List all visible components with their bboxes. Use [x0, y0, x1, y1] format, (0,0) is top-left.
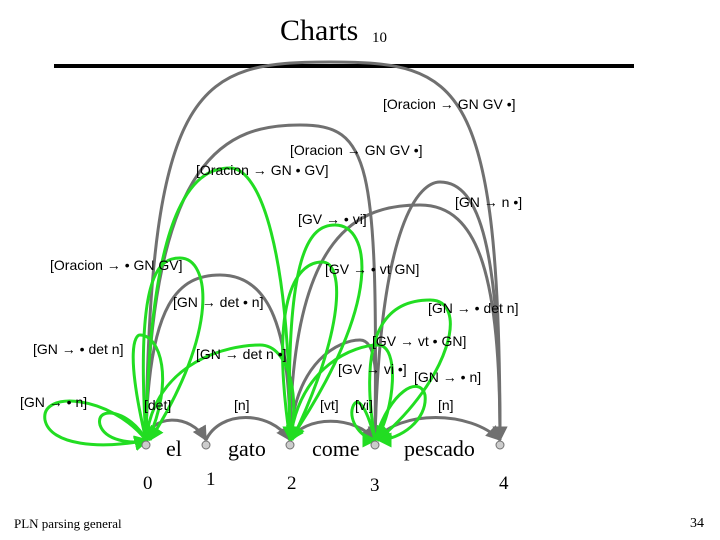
edge-label-gv-vi-dot: [GV → vi •]	[338, 361, 407, 377]
arc-gv-dot-vt-gn	[281, 260, 339, 442]
word-gato: gato	[228, 436, 266, 461]
arc-gn-dot-n-0b	[98, 411, 150, 451]
footer-page-number: 34	[690, 516, 704, 531]
arc-gv-vt-gn-complete	[288, 203, 508, 442]
arc-oracion-dot-gn-gv	[141, 256, 205, 442]
arc-gn-dot-det-n-3	[368, 298, 452, 442]
arc-gn-det-n-dot	[144, 343, 301, 442]
edge-label-det: [det]	[144, 397, 172, 413]
vertex-1	[201, 440, 211, 450]
position-0: 0	[143, 473, 153, 494]
vertex-4	[495, 440, 505, 450]
edge-label-oracion-dot-gv: [Oracion → GN • GV]	[196, 162, 329, 178]
title-divider	[54, 64, 634, 68]
position-2: 2	[287, 473, 297, 494]
footer-course-title: PLN parsing general	[14, 516, 122, 531]
arc-gv-vi-complete	[288, 338, 383, 442]
arc-gv-vt-dot-gn	[288, 343, 394, 442]
vertex-3	[370, 440, 380, 450]
edge-label-gn-det-dot-n: [GN → det • n]	[173, 294, 264, 310]
arc-gv-dot-vi	[287, 223, 364, 442]
edge-label-oracion-complete-inner: [Oracion → GN GV •]	[290, 142, 423, 158]
edge-label-gn-det-n-dot: [GN → det n •]	[196, 346, 287, 362]
edge-label-gv-vt-dot-gn: [GV → vt • GN]	[372, 333, 467, 349]
edge-label-gn-dot-det-n-right: [GN → • det n]	[428, 300, 519, 316]
arc-gn-n-complete-3-4	[373, 180, 508, 442]
edge-label-gv-dot-vt-gn: [GV → • vt GN]	[325, 261, 420, 277]
vertex-2	[285, 440, 295, 450]
position-3: 3	[370, 475, 380, 496]
word-come: come	[312, 436, 360, 461]
edge-label-oracion-dot-gn-gv: [Oracion → • GN GV]	[50, 257, 183, 273]
arc-gn-dot-n-3	[373, 384, 427, 448]
word-el: el	[166, 436, 182, 461]
edge-label-vt: [vt]	[320, 397, 339, 413]
edge-label-n-pescado: [n]	[438, 397, 454, 413]
arc-oracion-complete-0-4	[144, 60, 508, 442]
word-pescado: pescado	[404, 436, 475, 461]
edge-label-n-gato: [n]	[234, 397, 250, 413]
edge-label-oracion-complete-outer: [Oracion → GN GV •]	[383, 96, 516, 112]
slide-title: Charts	[280, 14, 359, 47]
edge-label-gn-dot-n-right: [GN → • n]	[414, 369, 482, 385]
slide-number-superscript: 10	[372, 30, 387, 46]
chart-vertices	[141, 440, 505, 450]
edge-label-gn-n-complete: [GN → n •]	[455, 194, 523, 210]
position-4: 4	[499, 473, 509, 494]
edge-label-gn-dot-det-n-left: [GN → • det n]	[33, 341, 124, 357]
edge-label-gv-dot-vi: [GV → • vi]	[298, 211, 367, 227]
active-edges	[43, 166, 452, 451]
edge-label-vi: [vi]	[355, 397, 373, 413]
arc-gn-dot-n-0	[43, 399, 150, 451]
vertex-0	[141, 440, 151, 450]
arc-gn-dot-n-3b	[350, 400, 378, 448]
position-1: 1	[206, 469, 216, 490]
edge-label-gn-dot-n-left: [GN → • n]	[20, 394, 88, 410]
